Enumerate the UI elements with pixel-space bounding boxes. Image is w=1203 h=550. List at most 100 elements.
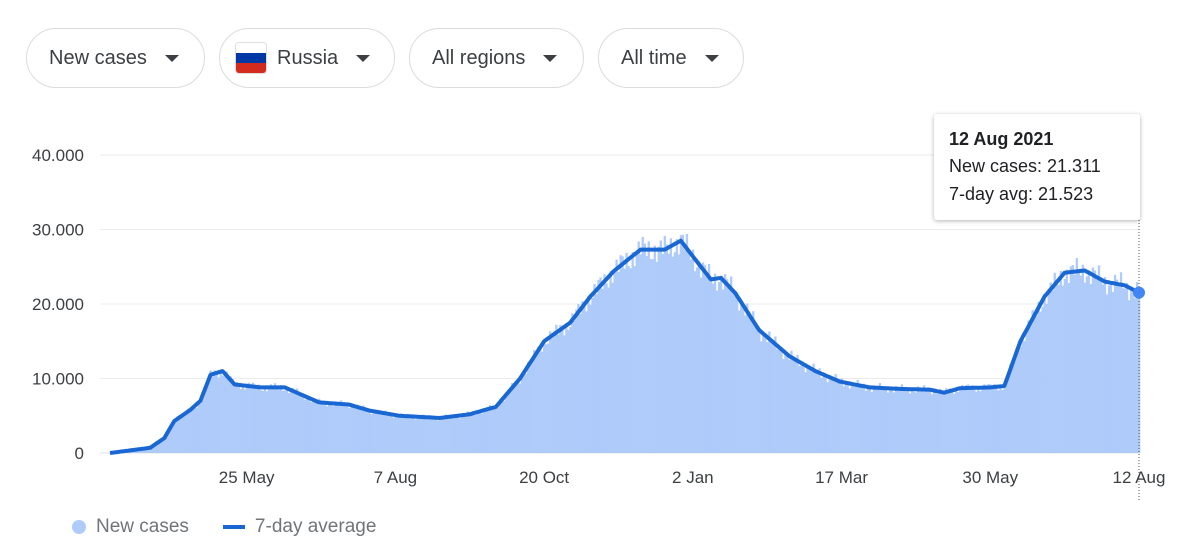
new-cases-bar [502,400,506,453]
new-cases-bar [336,402,339,453]
new-cases-bar [436,420,439,453]
new-cases-bar [227,379,230,453]
new-cases-bar [426,416,429,453]
new-cases-bar [225,371,228,453]
new-cases-bar [975,391,978,453]
new-cases-bar [430,419,433,453]
new-cases-bar [261,390,265,453]
new-cases-bar [810,371,813,453]
new-cases-bar [326,406,329,453]
new-cases-bar [963,389,966,453]
new-cases-bar [886,392,890,453]
country-dropdown[interactable]: Russia [219,28,395,88]
new-cases-bar [667,253,671,453]
new-cases-bar [740,304,743,453]
new-cases-bar [736,292,739,453]
new-cases-bar [846,384,849,453]
tooltip: 12 Aug 2021 New cases: 21.311 7-day avg:… [934,114,1140,220]
new-cases-bar [269,384,273,453]
new-cases-bar [995,388,998,453]
new-cases-bar [653,245,656,453]
new-cases-bar [545,344,548,453]
new-cases-bar [199,403,202,453]
new-cases-bar [912,391,916,453]
new-cases-bar [563,335,566,453]
new-cases-bar [611,282,614,453]
new-cases-bar [384,410,387,453]
new-cases-bar [844,382,847,453]
new-cases-bar [494,405,498,453]
new-cases-bar [814,370,817,453]
new-cases-bar [338,404,341,453]
new-cases-bar [478,412,482,453]
new-cases-bar [450,414,453,453]
new-cases-bar [872,385,876,453]
new-cases-bar [617,271,620,453]
new-cases-bar [496,407,500,453]
new-cases-bar [273,383,277,453]
time-range-dropdown[interactable]: All time [598,28,744,88]
new-cases-bar [553,330,556,453]
new-cases-bar [748,311,751,453]
new-cases-bar [856,379,859,453]
new-cases-bar [673,252,677,453]
new-cases-bar [691,249,695,453]
new-cases-bar [448,416,451,453]
region-dropdown[interactable]: All regions [409,28,584,88]
new-cases-bar [1115,279,1119,453]
new-cases-bar [947,393,950,453]
new-cases-bar [981,388,984,453]
new-cases-bar [575,309,578,453]
new-cases-bar [695,267,699,453]
new-cases-bar [874,388,878,453]
new-cases-bar [374,411,377,453]
new-cases-bar [392,417,395,453]
new-cases-bar [1089,284,1093,453]
new-cases-bar [1007,376,1010,453]
new-cases-bar [593,283,596,453]
new-cases-bar [334,401,337,453]
new-cases-bar [279,384,283,453]
new-cases-bar [715,290,719,453]
new-cases-bar [788,359,791,453]
new-cases-bar [207,376,210,453]
new-cases-bar [629,268,632,453]
new-cases-bar [378,409,381,453]
y-tick-label: 40.000 [32,146,84,165]
new-cases-bar [1083,282,1087,453]
new-cases-bar [794,358,797,453]
new-cases-bar [703,265,707,453]
new-cases-bar [941,393,944,453]
metric-dropdown[interactable]: New cases [26,28,205,88]
new-cases-bar [834,374,837,453]
new-cases-bar [930,394,934,453]
new-cases-bar [949,388,952,453]
new-cases-bar [1135,281,1139,453]
new-cases-bar [285,387,289,453]
new-cases-bar [677,254,681,453]
caret-down-icon [543,54,558,62]
legend: New cases 7-day average [72,516,376,538]
new-cases-bar [531,358,534,453]
new-cases-bar [157,442,160,453]
new-cases-bar [888,387,892,453]
new-cases-bar [685,233,689,453]
new-cases-bar [585,311,588,453]
new-cases-bar [289,388,293,453]
new-cases-bar [973,389,976,453]
new-cases-bar [472,411,476,453]
new-cases-bar [537,346,540,453]
new-cases-bar [193,406,196,453]
new-cases-bar [342,404,345,453]
new-cases-bar [364,410,367,453]
new-cases-bar [498,401,502,453]
new-cases-bar [1077,270,1081,453]
new-cases-bar [756,329,759,453]
new-cases-bar [400,413,403,453]
new-cases-bar [894,386,898,453]
new-cases-bar [609,271,612,453]
new-cases-bar [195,407,198,453]
seven-day-average-line [109,238,1140,455]
new-cases-bar [707,263,711,453]
